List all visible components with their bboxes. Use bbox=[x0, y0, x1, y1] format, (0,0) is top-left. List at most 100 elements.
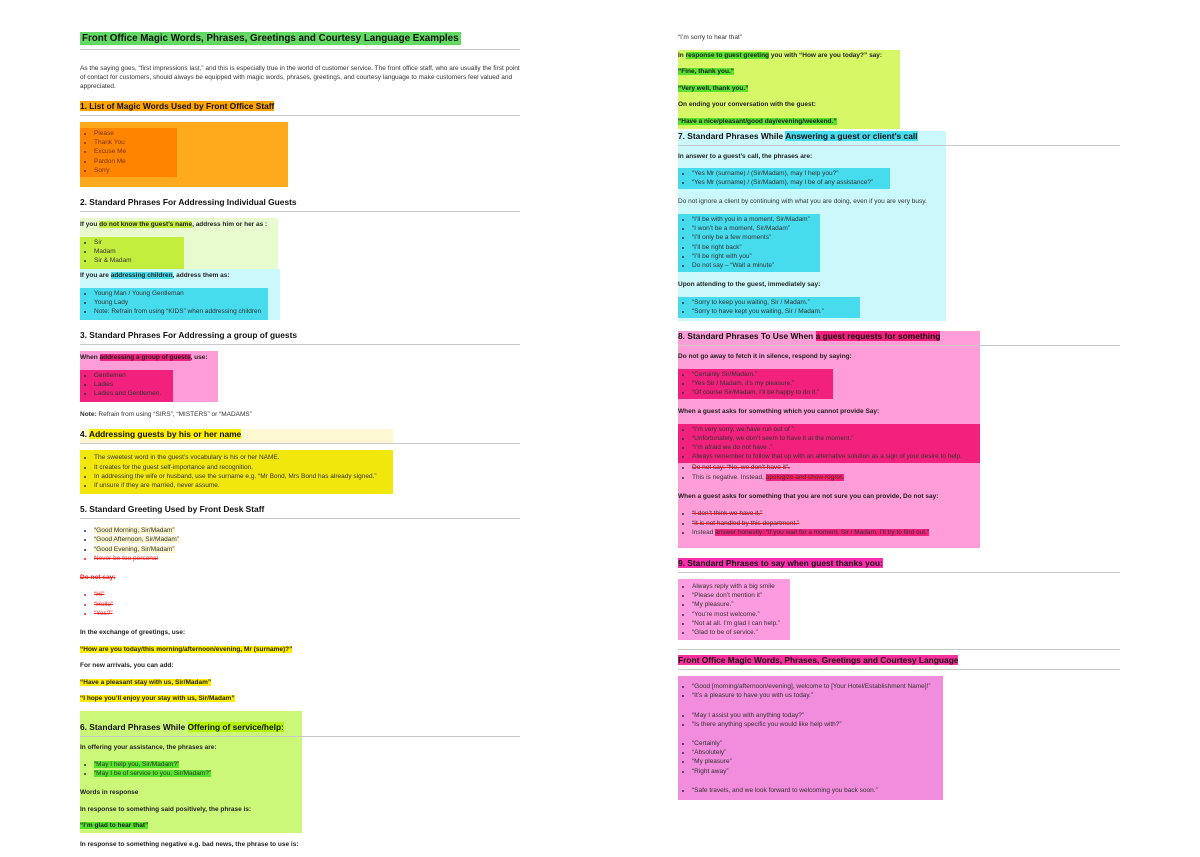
list-item: If unsure if they are married, never ass… bbox=[94, 481, 393, 490]
divider-rule bbox=[678, 649, 1120, 651]
right-column: “I’m sorry to hear that” In response to … bbox=[678, 33, 1120, 857]
list-item: “I don’t think we have it.” bbox=[692, 509, 980, 518]
affirmative-phrases-list: “Certainly”“Absolutely”“My pleasure”“Rig… bbox=[678, 738, 943, 778]
list-item: “My pleasure” bbox=[692, 757, 943, 766]
list-item: “Good Evening, Sir/Madam” bbox=[94, 545, 520, 554]
exchange-phrase: “How are you today/this morning/afternoo… bbox=[80, 645, 293, 653]
list-item: Note: Refrain from using “KIDS” when add… bbox=[94, 307, 268, 316]
section-2b-block: If you are addressing children, address … bbox=[80, 269, 280, 321]
list-item: Young Lady bbox=[94, 298, 268, 307]
not-sure-list: “I don’t think we have it.” “It is not h… bbox=[678, 508, 980, 539]
name-tips-list: The sweetest word in the guest’s vocabul… bbox=[80, 450, 393, 495]
list-item: “It’s a pleasure to have you with us tod… bbox=[692, 691, 943, 700]
not-sure-lead: When a guest asks for something that you… bbox=[678, 492, 939, 500]
list-item: “Certainly Sir/Madam.” bbox=[692, 370, 833, 379]
sorry-phrase: “I’m sorry to hear that” bbox=[678, 34, 742, 41]
list-item: Ladies and Gentlemen. bbox=[94, 389, 173, 398]
section-9-heading: 9. Standard Phrases to say when guest th… bbox=[678, 557, 1120, 573]
cannot-provide-list: “I’m very sorry, we have run out of ”.“U… bbox=[678, 423, 980, 464]
section-2a-block: If you do not know the guest’s name, add… bbox=[80, 218, 278, 270]
greeting-response-block: In response to guest greeting you with “… bbox=[678, 49, 900, 129]
section-6-block: 6. Standard Phrases While Offering of se… bbox=[80, 710, 520, 834]
list-item: “Hi” bbox=[94, 590, 520, 599]
thanks-reply-list: Always reply with a big smile“Please don… bbox=[678, 578, 790, 641]
list-item: “I’ll be with you in a moment, Sir/Madam… bbox=[692, 215, 820, 224]
section-8-heading: 8. Standard Phrases To Use When a guest … bbox=[678, 331, 1120, 347]
list-item: “May I help you, Sir/Madam?” bbox=[94, 760, 302, 769]
list-item: Ladies bbox=[94, 380, 173, 389]
stay-phrase: “Have a pleasant stay with us, Sir/Madam… bbox=[80, 678, 212, 686]
ending-lead: On ending your conversation with the gue… bbox=[678, 101, 816, 108]
list-item: “Certainly” bbox=[692, 739, 943, 748]
list-item: Instead answer honestly: “If you wait fo… bbox=[692, 528, 980, 537]
forbidden-greetings-list: “Hi” “Hello” “Yes?” bbox=[80, 589, 520, 620]
list-item: “I’ll only be a few moments” bbox=[692, 233, 820, 242]
greeting-response-lead: In response to guest greeting you with “… bbox=[678, 51, 883, 59]
courtesy-language-block: “Good [morning/afternoon/evening], welco… bbox=[678, 676, 943, 801]
fetch-lead: Do not go away to fetch it in silence, r… bbox=[678, 353, 852, 361]
cannot-provide-lead: When a guest asks for something which yo… bbox=[678, 408, 880, 416]
list-item: Sir bbox=[94, 238, 184, 247]
page-title: Front Office Magic Words, Phrases, Greet… bbox=[80, 32, 520, 50]
intro-paragraph: As the saying goes, “first impressions l… bbox=[80, 65, 520, 90]
list-item: “My pleasure.” bbox=[692, 600, 790, 609]
exchange-lead: In the exchange of greetings, use: bbox=[80, 629, 186, 637]
nice-day-phrase: “Have a nice/pleasant/good day/evening/w… bbox=[678, 117, 837, 125]
list-item: Always reply with a big smile bbox=[692, 582, 790, 591]
list-item: “I won’t be a moment, Sir/Madam” bbox=[692, 224, 820, 233]
list-item: Always remember to follow that up with a… bbox=[692, 452, 980, 461]
children-list: Young Man / Young GentlemanYoung LadyNot… bbox=[80, 287, 268, 321]
list-item: Sir & Madam bbox=[94, 256, 184, 265]
list-item: Excuse Me bbox=[94, 147, 177, 156]
assistance-lead: In offering your assistance, the phrases… bbox=[80, 743, 217, 751]
sirs-note: Note: Refrain from using “SIRS”, “MISTER… bbox=[80, 411, 252, 419]
section-8-block: 8. Standard Phrases To Use When a guest … bbox=[678, 331, 1120, 548]
list-item: “Good Afternoon, Sir/Madam” bbox=[94, 535, 520, 544]
section-2-heading: 2. Standard Phrases For Addressing Indiv… bbox=[80, 197, 520, 213]
list-item: “I’m afraid we do not have .” bbox=[692, 443, 980, 452]
do-not-ignore-text: Do not ignore a client by continuing wit… bbox=[678, 198, 927, 206]
busy-phrases-list: “I’ll be with you in a moment, Sir/Madam… bbox=[678, 213, 820, 273]
attending-lead: Upon attending to the guest, immediately… bbox=[678, 281, 821, 289]
unknown-name-lead: If you do not know the guest’s name, add… bbox=[80, 221, 268, 229]
section-7-heading: 7. Standard Phrases While Answering a gu… bbox=[678, 130, 1120, 146]
list-item: “Yes?” bbox=[94, 609, 520, 618]
list-item: Gentlemen bbox=[94, 371, 173, 380]
fine-phrase: “Fine, thank you.” bbox=[678, 68, 734, 75]
list-item: “I’m very sorry, we have run out of ”. bbox=[692, 425, 980, 434]
group-lead: When addressing a group of guests, use: bbox=[80, 354, 208, 362]
list-item: “Absolutely” bbox=[692, 748, 943, 757]
list-item: “Yes Mr (surname) / (Sir/Madam), may I h… bbox=[692, 169, 890, 178]
list-item: “Unfortunately, we don’t seem to have it… bbox=[692, 434, 980, 443]
list-item: “Good Morning, Sir/Madam” bbox=[94, 526, 520, 535]
enjoy-phrase: “I hope you’ll enjoy your stay with us, … bbox=[80, 695, 235, 703]
glad-phrase: “I’m glad to hear that” bbox=[80, 822, 149, 830]
positive-lead: In response to something said positively… bbox=[80, 805, 252, 813]
verywell-phrase: “Very well, thank you.” bbox=[678, 84, 749, 92]
answer-call-list: “Yes Mr (surname) / (Sir/Madam), may I h… bbox=[678, 168, 890, 190]
list-item: Never be too personal bbox=[94, 554, 520, 563]
greetings-list: “Good Morning, Sir/Madam” “Good Afternoo… bbox=[80, 525, 520, 565]
list-item: Pardon Me bbox=[94, 157, 177, 166]
farewell-phrases-list: “Safe travels, and we look forward to we… bbox=[678, 785, 943, 797]
list-item: “You’re most welcome.” bbox=[692, 610, 790, 619]
list-item: “Not at all. I’m glad I can help.” bbox=[692, 619, 790, 628]
section-7-block: 7. Standard Phrases While Answering a gu… bbox=[678, 130, 1120, 322]
list-item: “Please don’t mention it” bbox=[692, 591, 790, 600]
children-lead: If you are addressing children, address … bbox=[80, 272, 230, 280]
left-column: Front Office Magic Words, Phrases, Greet… bbox=[80, 32, 520, 857]
list-item: “It is not handled by this department.” bbox=[692, 519, 980, 528]
words-in-response-lead: Words in response bbox=[80, 789, 139, 797]
magic-words-list: PleaseThank YouExcuse MePardon MeSorry bbox=[80, 128, 177, 178]
do-not-say-lead: Do not say: bbox=[80, 573, 116, 581]
list-item: Thank You bbox=[94, 138, 177, 147]
list-item: “Is there anything specific you would li… bbox=[692, 720, 943, 729]
page-title-text: Front Office Magic Words, Phrases, Greet… bbox=[80, 32, 461, 45]
group-list: GentlemenLadiesLadies and Gentlemen. bbox=[80, 369, 173, 403]
list-item: In addressing the wife or husband, use t… bbox=[94, 472, 393, 481]
list-item: “Glad to be of service.” bbox=[692, 628, 790, 637]
assist-phrases-list: “May I assist you with anything today?”“… bbox=[678, 710, 943, 731]
list-item: “Safe travels, and we look forward to we… bbox=[692, 786, 943, 795]
list-item: Madam bbox=[94, 247, 184, 256]
